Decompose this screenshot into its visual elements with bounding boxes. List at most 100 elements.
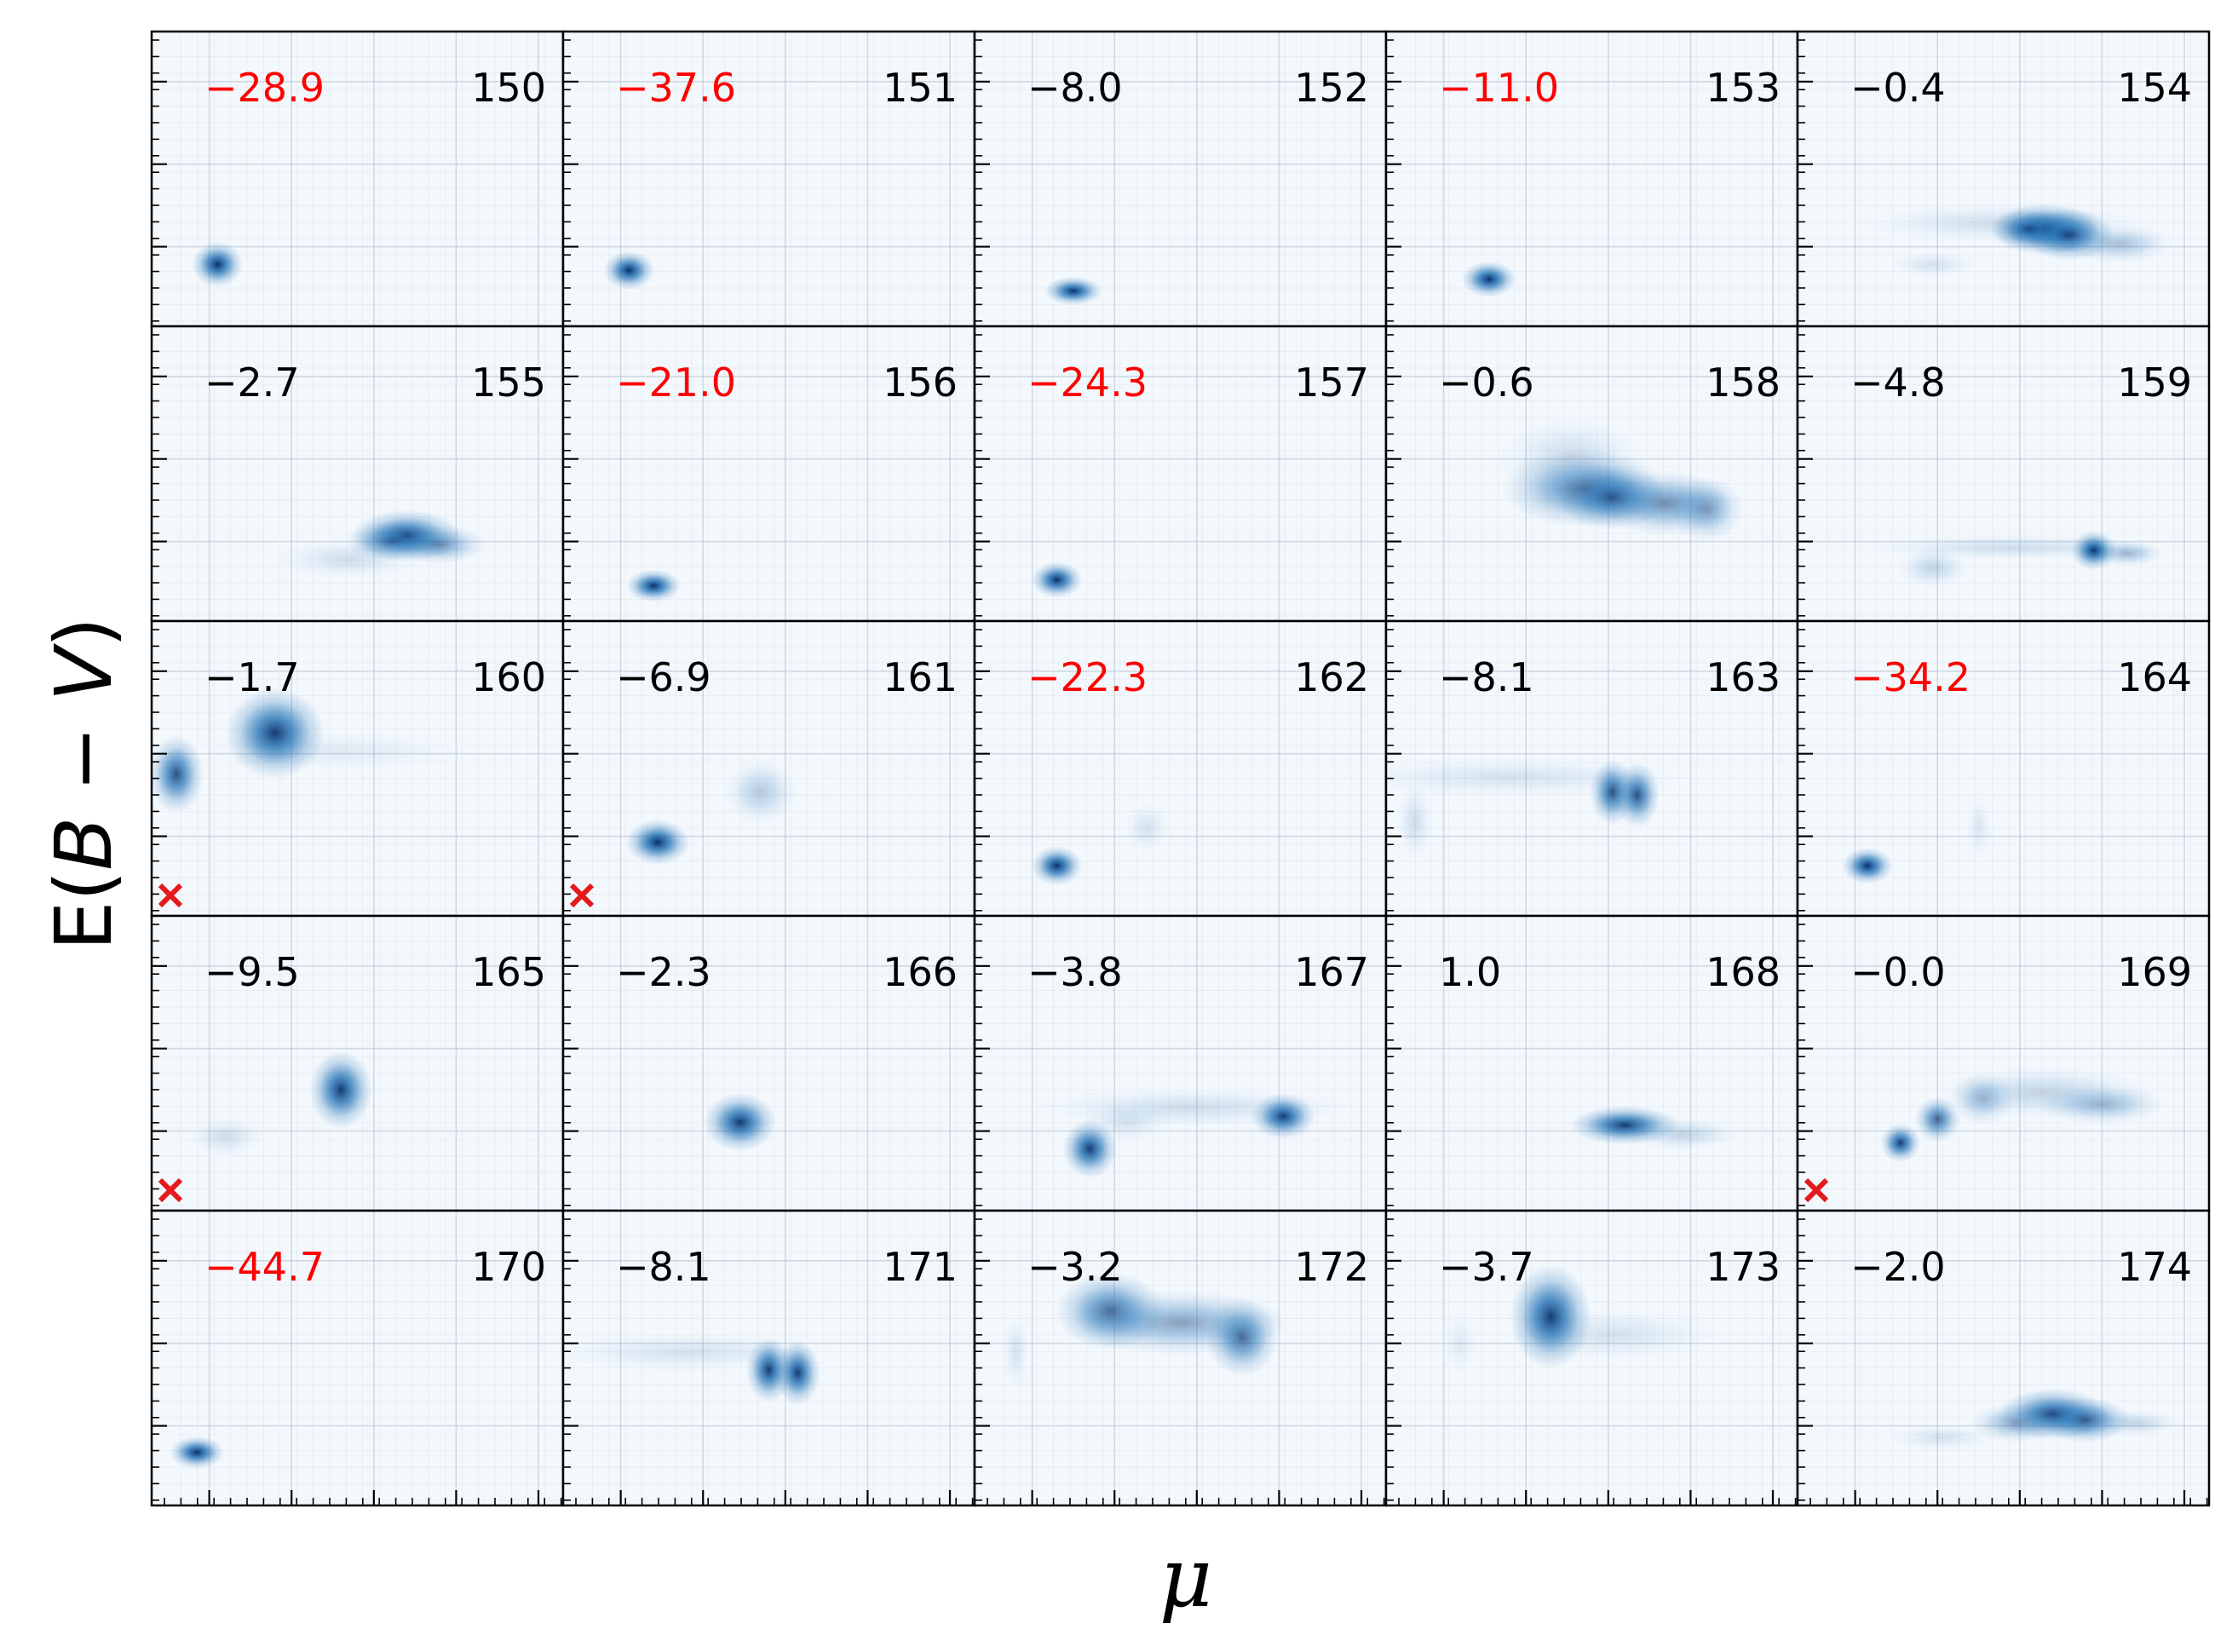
panel-170: −44.7 170 — [150, 1209, 565, 1507]
panel-value-label: −8.0 — [1027, 65, 1123, 111]
panel-background — [1798, 326, 2209, 621]
density-blob — [1499, 417, 1644, 495]
panel-id-label: 163 — [1706, 654, 1781, 700]
axis-ticks — [975, 924, 990, 1206]
panel-frame — [1796, 1209, 2211, 1507]
density-map — [626, 569, 682, 602]
panel-background — [975, 916, 1386, 1211]
panel-id-label: 172 — [1294, 1244, 1369, 1290]
density-blob — [1044, 276, 1102, 306]
panel-grid-lines — [1798, 32, 2209, 326]
axis-ticks — [1386, 924, 1401, 1206]
density-blob — [1671, 476, 1744, 542]
panel-165: −9.5 165 — [150, 914, 565, 1212]
panel-grid-lines — [152, 326, 563, 621]
density-blob — [1205, 1298, 1279, 1377]
y-axis-label-b: B — [38, 817, 129, 871]
density-blob — [724, 759, 797, 825]
panel-value-label: −2.3 — [616, 949, 711, 995]
panel-grid-lines — [1798, 621, 2209, 916]
panel-value-label: −6.9 — [616, 654, 711, 700]
density-blob — [200, 731, 473, 771]
panel-164: −34.2 164 — [1796, 619, 2211, 918]
panel-grid-lines — [152, 1211, 563, 1505]
axis-ticks — [152, 1218, 562, 1505]
panel-value-label: −24.3 — [1027, 360, 1148, 406]
panel-id-label: 165 — [471, 949, 546, 995]
panel-157: −24.3 157 — [973, 325, 1388, 623]
flag-x-marker — [569, 883, 595, 908]
panel-id-label: 154 — [2117, 65, 2192, 111]
density-blob — [308, 1050, 373, 1129]
panel-value-label: −8.1 — [616, 1244, 711, 1290]
density-map — [1386, 757, 1691, 861]
panel-id-label: 157 — [1294, 360, 1369, 406]
axis-ticks — [152, 924, 167, 1206]
panel-id-label: 161 — [883, 654, 958, 700]
axis-ticks — [563, 334, 578, 617]
panel-id-label: 160 — [471, 654, 546, 700]
density-map — [1029, 1088, 1356, 1178]
y-axis-label-open: E( — [38, 871, 129, 951]
panel-background — [975, 1211, 1386, 1505]
density-blob — [1386, 757, 1691, 797]
panel-value-label: −28.9 — [204, 65, 325, 111]
panel-value-label: −2.0 — [1850, 1244, 1946, 1290]
panel-162: −22.3 162 — [973, 619, 1388, 918]
density-blob — [1504, 1308, 1722, 1361]
panel-156: −21.0 156 — [561, 325, 976, 623]
density-blob — [1081, 1102, 1172, 1143]
panel-id-label: 155 — [471, 360, 546, 406]
axis-ticks — [563, 629, 578, 912]
density-blob — [192, 241, 244, 287]
panel-grid-lines — [975, 326, 1386, 621]
panel-value-label: −3.2 — [1027, 1244, 1123, 1290]
panel-id-label: 174 — [2117, 1244, 2192, 1290]
panel-id-label: 158 — [1706, 360, 1781, 406]
density-blob — [1029, 1088, 1356, 1127]
panel-163: −8.1 163 — [1384, 619, 1799, 918]
flag-x-marker — [1804, 1177, 1829, 1203]
panel-value-label: −37.6 — [616, 65, 736, 111]
density-blob — [1125, 801, 1171, 854]
density-blob — [189, 1117, 262, 1157]
density-blob — [563, 1333, 823, 1372]
panel-background — [975, 32, 1386, 326]
panel-171: −8.1 171 — [561, 1209, 976, 1507]
density-map — [152, 688, 473, 814]
panel-value-label: −1.7 — [204, 654, 300, 700]
density-blob — [1842, 847, 1893, 884]
panel-id-label: 171 — [883, 1244, 958, 1290]
density-map — [1002, 1271, 1290, 1391]
density-blob — [1461, 261, 1516, 297]
density-blob — [1628, 1118, 1737, 1151]
panel-id-label: 167 — [1294, 949, 1369, 995]
panel-172: −3.2 172 — [973, 1209, 1388, 1507]
panel-background — [1798, 32, 2209, 326]
density-blob — [170, 1436, 225, 1469]
panel-id-label: 150 — [471, 65, 546, 111]
density-blob — [2039, 1085, 2166, 1125]
axis-ticks — [1798, 924, 1813, 1206]
density-map — [1499, 417, 1744, 542]
y-axis-label-minus: − — [38, 701, 129, 817]
density-blob — [1970, 1403, 2062, 1442]
density-map — [1880, 1067, 2166, 1163]
y-axis-label-v: V — [38, 642, 129, 701]
density-blob — [1880, 1123, 1921, 1163]
panel-grid-lines — [1798, 916, 2209, 1211]
panel-value-label: −34.2 — [1850, 654, 1970, 700]
panel-153: −11.0 153 — [1384, 30, 1799, 328]
axis-ticks — [1798, 39, 1813, 322]
axis-ticks — [975, 629, 990, 912]
density-blob — [1002, 1313, 1030, 1391]
density-map — [625, 759, 797, 866]
density-blob — [2089, 1409, 2181, 1436]
panel-value-label: −0.0 — [1850, 949, 1946, 995]
panel-value-label: −44.7 — [204, 1244, 325, 1290]
panel-169: −0.0 169 — [1796, 914, 2211, 1212]
flag-x-marker — [158, 1177, 183, 1203]
density-map — [1031, 801, 1171, 886]
density-blob — [2090, 540, 2163, 567]
